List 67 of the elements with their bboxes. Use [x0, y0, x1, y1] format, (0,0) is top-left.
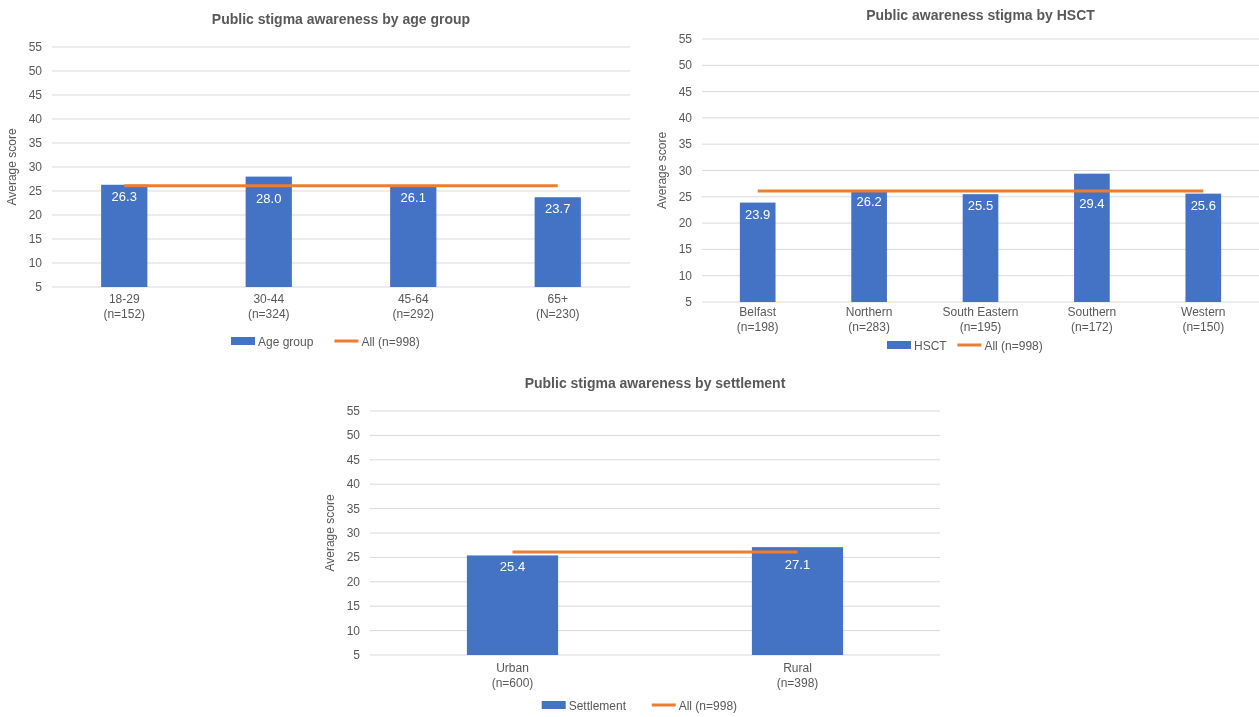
y-tick-label: 5	[353, 648, 361, 662]
y-tick-label: 30	[28, 160, 43, 174]
y-tick-label: 50	[346, 428, 361, 443]
x-tick-label: Southern (n=172)	[1067, 305, 1117, 334]
y-tick-label: 25	[346, 550, 361, 565]
x-tick-label: 45-64 (n=292)	[392, 292, 435, 321]
y-tick-label: 55	[28, 40, 43, 54]
data-label: 29.4	[1079, 196, 1105, 212]
y-tick-label: 45	[28, 88, 43, 102]
y-tick-label: 10	[28, 256, 43, 270]
y-tick-label: 10	[678, 268, 693, 283]
y-tick-label: 35	[678, 137, 693, 152]
legend-label: All (n=998)	[678, 699, 738, 713]
chart-title: Public stigma awareness by age group	[211, 11, 471, 27]
y-tick-label: 50	[678, 58, 693, 73]
data-label: 25.4	[499, 559, 526, 575]
y-tick-label: 5	[685, 295, 693, 309]
y-tick-label: 50	[28, 64, 43, 78]
data-label: 25.6	[1190, 197, 1216, 213]
y-tick-label: 25	[678, 189, 693, 204]
chart-title: Public awareness stigma by HSCT	[866, 7, 1096, 23]
y-tick-label: 25	[28, 184, 43, 198]
y-tick-label: 35	[28, 136, 43, 150]
legend-label: Age group	[258, 335, 314, 349]
y-tick-label: 55	[678, 32, 693, 46]
legend-label: All (n=998)	[984, 339, 1043, 353]
data-label: 28.0	[256, 190, 282, 206]
y-tick-label: 20	[346, 574, 361, 589]
chart-title: Public stigma awareness by settlement	[524, 375, 786, 391]
x-tick-label: Belfast (n=198)	[736, 305, 779, 334]
x-tick-label: Urban (n=600)	[491, 661, 534, 690]
y-tick-label: 15	[28, 232, 43, 246]
data-label: 27.1	[784, 557, 811, 573]
y-tick-label: 35	[346, 501, 361, 516]
y-tick-label: 10	[346, 623, 361, 638]
data-label: 25.5	[967, 198, 994, 214]
y-tick-label: 40	[346, 477, 361, 492]
y-tick-label: 40	[678, 110, 693, 125]
legend-label: All (n=998)	[361, 335, 420, 349]
x-tick-label: South Eastern (n=195)	[942, 305, 1019, 334]
x-tick-label: 18-29 (n=152)	[103, 292, 146, 321]
legend-label: HSCT	[914, 339, 948, 353]
data-label: 26.3	[111, 188, 137, 204]
y-tick-label: 20	[28, 208, 43, 222]
y-axis-title: Average score	[5, 128, 19, 206]
x-tick-label: Northern (n=283)	[845, 305, 893, 334]
data-label: 26.2	[856, 194, 882, 210]
legend-label: Settlement	[568, 699, 627, 713]
y-tick-label: 15	[678, 242, 693, 257]
y-tick-label: 45	[346, 452, 361, 467]
y-tick-label: 30	[346, 526, 361, 540]
data-label: 26.1	[400, 189, 426, 205]
x-tick-label: Western (n=150)	[1181, 305, 1226, 334]
y-tick-label: 15	[346, 599, 361, 614]
y-tick-label: 45	[678, 84, 693, 99]
data-label: 23.7	[545, 201, 571, 217]
y-axis-title: Average score	[323, 494, 337, 572]
y-tick-label: 40	[28, 112, 43, 126]
x-tick-label: Rural (n=398)	[776, 661, 819, 690]
y-axis-title: Average score	[655, 131, 669, 210]
x-tick-label: 65+ (N=230)	[535, 292, 580, 321]
y-tick-label: 55	[346, 404, 361, 418]
x-tick-label: 30-44 (n=324)	[247, 292, 290, 321]
y-tick-label: 5	[35, 280, 43, 294]
data-label: 23.9	[745, 206, 771, 222]
y-tick-label: 30	[678, 163, 693, 178]
y-tick-label: 20	[678, 216, 693, 231]
